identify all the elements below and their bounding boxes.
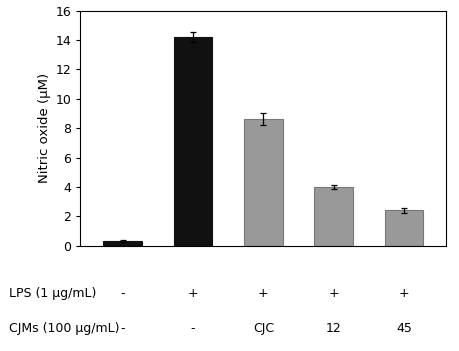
Text: +: +: [257, 286, 268, 300]
Text: CJMs (100 μg/mL): CJMs (100 μg/mL): [9, 322, 119, 335]
Text: 12: 12: [325, 322, 341, 335]
Y-axis label: Nitric oxide (μM): Nitric oxide (μM): [39, 73, 51, 183]
Text: +: +: [187, 286, 198, 300]
Bar: [384, 210, 422, 246]
Text: 45: 45: [395, 322, 411, 335]
Text: -: -: [120, 286, 125, 300]
Bar: [243, 119, 282, 246]
Bar: [313, 187, 352, 246]
Text: -: -: [190, 322, 195, 335]
Text: +: +: [328, 286, 338, 300]
Text: LPS (1 μg/mL): LPS (1 μg/mL): [9, 286, 96, 300]
Bar: [103, 241, 142, 246]
Text: -: -: [120, 322, 125, 335]
Bar: [174, 37, 212, 246]
Text: +: +: [398, 286, 409, 300]
Text: CJC: CJC: [252, 322, 273, 335]
